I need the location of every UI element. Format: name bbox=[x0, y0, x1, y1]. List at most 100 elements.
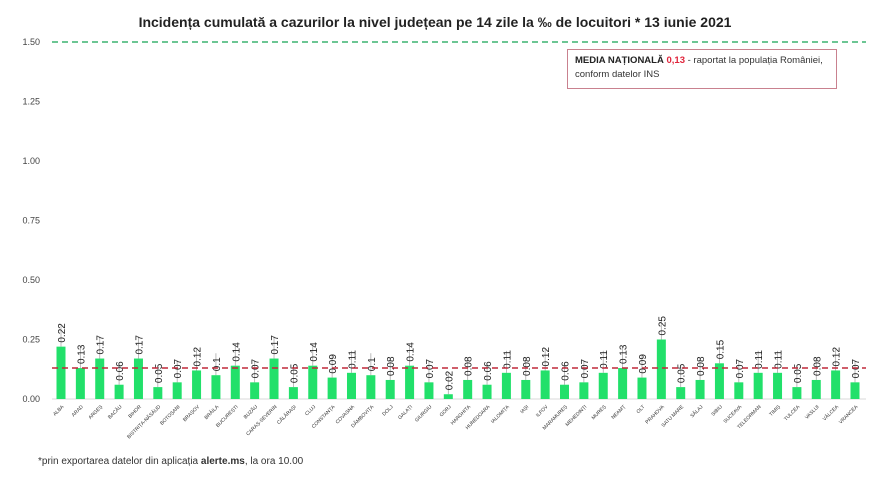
x-tick-label: ALBA bbox=[52, 404, 66, 418]
bar-gorj bbox=[443, 394, 453, 399]
data-label: 0.11 bbox=[599, 350, 610, 369]
footnote: *prin exportarea datelor din aplicația a… bbox=[38, 456, 303, 467]
data-label: 0.1 bbox=[367, 357, 378, 371]
bar-iași bbox=[521, 379, 531, 399]
data-label: 0.12 bbox=[541, 347, 552, 367]
data-label: 0.11 bbox=[774, 350, 785, 369]
data-label: 0.06 bbox=[561, 361, 572, 381]
data-label: 0.07 bbox=[173, 358, 184, 378]
bar-caraș-severin bbox=[269, 358, 279, 399]
bar-brăila bbox=[211, 375, 221, 399]
x-tick-label: TULCEA bbox=[783, 404, 802, 423]
data-label: 0.11 bbox=[502, 350, 513, 369]
data-label: 0.11 bbox=[347, 350, 358, 369]
bar-galați bbox=[405, 365, 415, 399]
bar-brașov bbox=[192, 370, 202, 399]
bar-mehedinți bbox=[579, 382, 589, 399]
bar-arad bbox=[75, 368, 85, 399]
bar-sălaj bbox=[695, 379, 705, 399]
x-tick-label: ARGEȘ bbox=[88, 404, 105, 421]
data-label: 0.07 bbox=[735, 358, 746, 378]
x-tick-label: SĂLAJ bbox=[689, 403, 705, 419]
data-label: 0.17 bbox=[96, 335, 107, 355]
bar-sibiu bbox=[714, 363, 724, 399]
x-tick-label: BIHOR bbox=[127, 404, 143, 420]
data-label: 0.09 bbox=[328, 354, 339, 374]
x-tick-label: NEAMȚ bbox=[610, 404, 627, 421]
x-tick-label: BISTRIȚA-NĂSĂUD bbox=[125, 403, 162, 440]
data-label: 0.05 bbox=[793, 363, 804, 383]
x-tick-label: BRAȘOV bbox=[182, 404, 201, 423]
data-label: 0.12 bbox=[832, 347, 843, 367]
bar-teleorman bbox=[753, 372, 763, 399]
data-label: 0.06 bbox=[483, 361, 494, 381]
x-tick-label: IAȘI bbox=[519, 404, 530, 415]
x-tick-label: MUREȘ bbox=[591, 404, 608, 421]
x-tick-label: GALAȚI bbox=[397, 404, 414, 421]
bar-argeș bbox=[95, 358, 105, 399]
bar-dolj bbox=[385, 379, 395, 399]
data-label: 0.09 bbox=[638, 354, 649, 374]
x-tick-label: TIMIȘ bbox=[768, 404, 782, 418]
x-tick-label: BRĂILA bbox=[203, 403, 221, 421]
y-tick-label: 1.50 bbox=[22, 37, 40, 47]
x-tick-label: BACĂU bbox=[106, 403, 123, 420]
data-label: 0.02 bbox=[444, 370, 455, 390]
x-tick-label: VASLUI bbox=[804, 404, 821, 421]
legend-text-2: conform datelor INS bbox=[575, 69, 660, 80]
bar-olt bbox=[637, 377, 647, 399]
y-tick-label: 1.00 bbox=[22, 156, 40, 166]
bar-satu mare bbox=[676, 387, 686, 399]
data-label: 0.25 bbox=[657, 316, 668, 336]
bar-suceava bbox=[734, 382, 744, 399]
bar-giurgiu bbox=[424, 382, 434, 399]
legend-label: MEDIA NAȚIONALĂ bbox=[575, 55, 664, 66]
data-label: 0.07 bbox=[425, 358, 436, 378]
bar-bucurești bbox=[230, 365, 240, 399]
national-average-legend: MEDIA NAȚIONALĂ 0,13 - raportat la popul… bbox=[567, 49, 837, 89]
y-tick-label: 0.50 bbox=[22, 275, 40, 285]
footnote-app: alerte.ms bbox=[200, 456, 245, 467]
data-label: 0.08 bbox=[464, 356, 475, 376]
x-tick-label: ILFOV bbox=[535, 404, 550, 419]
x-tick-label: BUZĂU bbox=[242, 403, 259, 420]
data-label: 0.08 bbox=[522, 356, 533, 376]
data-label: 0.14 bbox=[309, 342, 320, 362]
x-tick-label: IALOMIȚA bbox=[490, 404, 511, 425]
data-label: 0.17 bbox=[270, 335, 281, 355]
bar-bistrița-năsăud bbox=[153, 387, 163, 399]
bar-covasna bbox=[346, 372, 356, 399]
bar-vrancea bbox=[850, 382, 860, 399]
bar-bacău bbox=[114, 384, 124, 399]
data-label: 0.13 bbox=[76, 344, 87, 364]
chart-title: Incidența cumulată a cazurilor la nivel … bbox=[138, 14, 732, 30]
data-label: 0.08 bbox=[696, 356, 707, 376]
bar-dâmbovița bbox=[366, 375, 376, 399]
data-label: 0.14 bbox=[231, 342, 242, 362]
x-tick-label: ARAD bbox=[71, 404, 85, 418]
bar-constanța bbox=[327, 377, 337, 399]
y-tick-label: 0.00 bbox=[22, 394, 40, 404]
data-label: 0.1 bbox=[212, 357, 223, 371]
bar-vâlcea bbox=[831, 370, 841, 399]
y-tick-label: 0.25 bbox=[22, 335, 40, 345]
bar-mureș bbox=[598, 372, 608, 399]
bar-alba bbox=[56, 346, 66, 399]
y-tick-label: 0.75 bbox=[22, 216, 40, 226]
data-label: 0.08 bbox=[386, 356, 397, 376]
data-label: 0.05 bbox=[154, 363, 165, 383]
bar-buzău bbox=[250, 382, 260, 399]
footnote-suffix: , la ora 10.00 bbox=[244, 456, 304, 467]
x-tick-label: GIURGIU bbox=[414, 404, 434, 424]
data-label: 0.14 bbox=[406, 342, 417, 362]
x-tick-label: BOTOȘANI bbox=[159, 404, 181, 426]
bar-prahova bbox=[656, 339, 666, 399]
bar-tulcea bbox=[792, 387, 802, 399]
bar-bihor bbox=[133, 358, 143, 399]
bar-maramureș bbox=[560, 384, 570, 399]
legend-value: 0,13 bbox=[666, 55, 685, 66]
data-label: 0.05 bbox=[289, 363, 300, 383]
data-label: 0.13 bbox=[619, 344, 630, 364]
bar-cluj bbox=[308, 365, 318, 399]
